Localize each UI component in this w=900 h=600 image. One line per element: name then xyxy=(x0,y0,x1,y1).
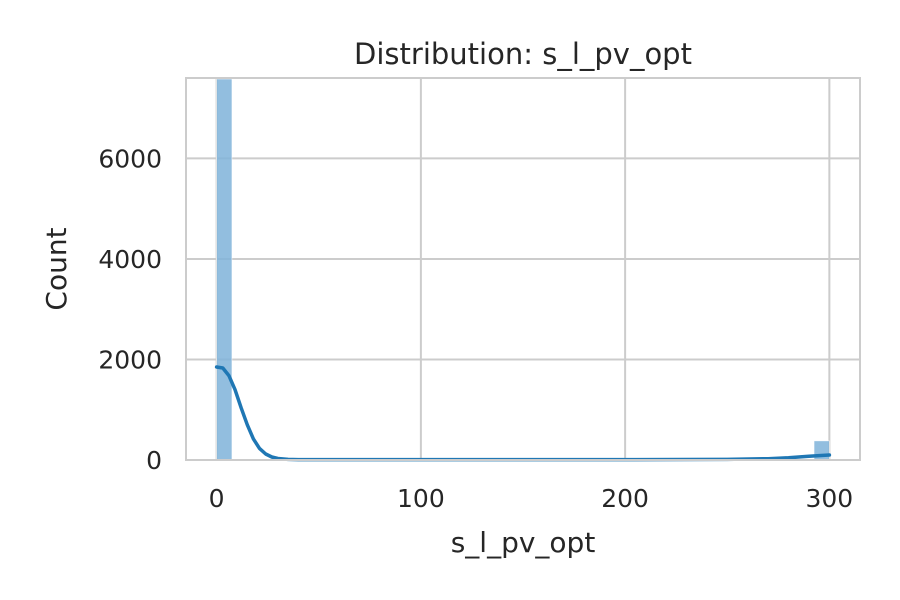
y-tick-label-2: 4000 xyxy=(98,245,162,274)
y-tick-labels: 0 2000 4000 6000 xyxy=(98,144,162,475)
x-tick-label-3: 300 xyxy=(806,484,854,513)
y-axis-label: Count xyxy=(40,227,73,310)
x-tick-label-0: 0 xyxy=(209,484,225,513)
kde-layer xyxy=(214,365,832,462)
x-tick-labels: 0 100 200 300 xyxy=(209,484,854,513)
y-tick-label-1: 2000 xyxy=(98,345,162,374)
y-tick-label-0: 0 xyxy=(146,446,162,475)
kde-line xyxy=(214,365,832,462)
x-tick-label-1: 100 xyxy=(397,484,445,513)
x-tick-label-2: 200 xyxy=(601,484,649,513)
chart-title: Distribution: s_l_pv_opt xyxy=(354,37,692,71)
grid-lines xyxy=(186,78,860,461)
histogram-bars xyxy=(216,78,830,461)
plot-frame xyxy=(185,77,861,461)
histogram-bar-0 xyxy=(216,78,233,461)
x-axis-label: s_l_pv_opt xyxy=(451,526,596,559)
y-tick-label-3: 6000 xyxy=(98,144,162,173)
